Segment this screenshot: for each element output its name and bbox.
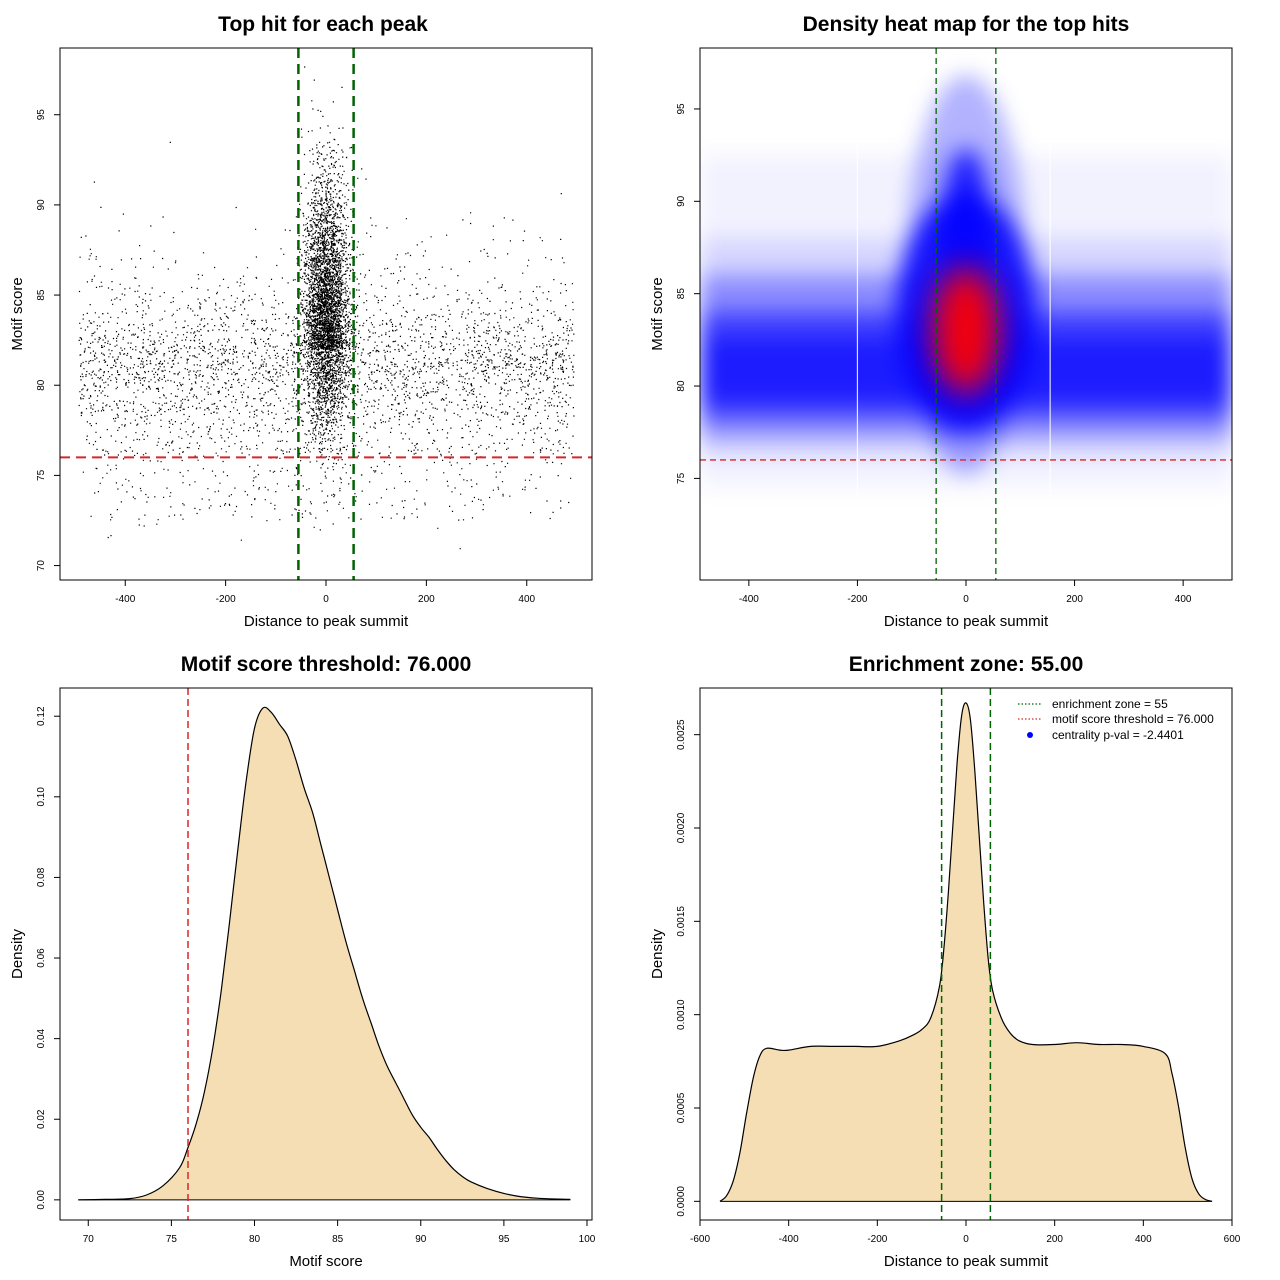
y-tick-label: 0.02 [36,1109,47,1129]
panel2-xlabel: Distance to peak summit [884,613,1049,630]
x-tick-label: 0 [963,1234,969,1245]
x-tick-label: 600 [1224,1234,1241,1245]
y-tick-label: 75 [36,469,47,481]
x-tick-label: 0 [963,594,969,605]
y-tick-label: 90 [36,199,47,211]
legend-label-enrichment-zone: enrichment zone = 55 [1052,697,1168,711]
x-tick-label: 200 [418,594,435,605]
x-tick-label: 70 [83,1234,95,1245]
panel3-plot [78,688,571,1220]
y-tick-label: 0.0020 [676,812,687,843]
y-tick-label: 70 [36,560,47,572]
y-tick-label: 0.0000 [676,1186,687,1217]
heatmap-core [932,266,1000,395]
panel4-legend: enrichment zone = 55 motif score thresho… [1018,697,1214,742]
panel1-ylabel: Motif score [9,277,26,350]
y-tick-label: 0.04 [36,1028,47,1048]
heatmap-core-ellipse [932,266,1000,395]
scatter-points [78,66,575,550]
x-tick-label: -200 [867,1234,887,1245]
panel3-density-area [78,707,571,1200]
panel2-ylabel: Motif score [649,277,666,350]
panel1-frame [59,47,593,581]
panel3-density-curve [78,706,571,1201]
x-tick-label: 75 [166,1234,178,1245]
panel2-title: Density heat map for the top hits [803,13,1130,36]
x-tick-label: 90 [415,1234,427,1245]
x-tick-label: -400 [779,1234,799,1245]
y-tick-label: 95 [676,103,687,115]
panel4-density-area [720,702,1213,1202]
panel1-title: Top hit for each peak [218,13,428,36]
x-tick-label: 400 [518,594,535,605]
x-tick-label: -400 [739,594,759,605]
panel3-title: Motif score threshold: 76.000 [181,653,472,676]
x-tick-label: -200 [216,594,236,605]
panel4-density-curve [719,702,1213,1202]
panel1-xlabel: Distance to peak summit [244,613,409,630]
y-tick-label: 85 [676,288,687,300]
y-tick-label: 0.12 [36,706,47,726]
y-tick-label: 95 [36,109,47,121]
y-tick-label: 0.0015 [676,906,687,937]
y-tick-label: 0.06 [36,948,47,968]
x-tick-label: -600 [690,1234,710,1245]
panel1-plot [60,48,592,580]
panel3-ylabel: Density [9,928,26,979]
y-tick-label: 0.0025 [676,719,687,750]
legend-label-motif-threshold: motif score threshold = 76.000 [1052,712,1214,726]
panel4-title: Enrichment zone: 55.00 [849,653,1084,676]
y-tick-label: 80 [676,380,687,392]
y-tick-label: 80 [36,379,47,391]
panel4-plot [719,688,1213,1220]
x-tick-label: 400 [1135,1234,1152,1245]
x-tick-label: -400 [115,594,135,605]
x-tick-label: 80 [249,1234,261,1245]
x-tick-label: 95 [498,1234,510,1245]
y-tick-label: 0.0010 [676,999,687,1030]
y-tick-label: 90 [676,195,687,207]
axes: -400 -200 0 200 400 70 75 80 85 90 95 -400 -200 0 200 4… [36,103,1241,1245]
x-tick-label: 85 [332,1234,344,1245]
x-tick-label: 0 [323,594,329,605]
x-tick-label: -200 [847,594,867,605]
panel4-xlabel: Distance to peak summit [884,1253,1049,1270]
panel4-ylabel: Density [649,928,666,979]
y-tick-label: 0.10 [36,787,47,807]
y-tick-label: 75 [676,472,687,484]
legend-label-centrality: centrality p-val = -2.4401 [1052,728,1184,742]
x-tick-label: 200 [1066,594,1083,605]
x-tick-label: 400 [1175,594,1192,605]
y-tick-label: 0.0005 [676,1092,687,1123]
x-tick-label: 100 [579,1234,596,1245]
panel2-plot [700,48,1232,580]
x-tick-label: 200 [1046,1234,1063,1245]
legend-swatch-centrality [1027,732,1033,738]
panel3-xlabel: Motif score [289,1253,362,1270]
y-tick-label: 0.08 [36,867,47,887]
y-tick-label: 0.00 [36,1190,47,1210]
y-tick-label: 85 [36,289,47,301]
